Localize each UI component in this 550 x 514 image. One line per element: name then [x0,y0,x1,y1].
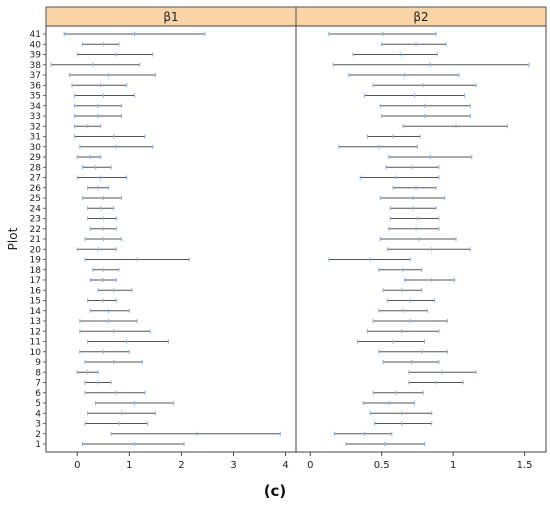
y-tick-label: 22 [30,225,41,235]
y-tick-label: 15 [30,297,41,307]
y-tick-label: 5 [35,399,41,409]
y-tick-label: 13 [30,317,41,327]
y-tick-label: 6 [35,389,41,399]
y-tick-label: 32 [30,122,41,132]
y-tick-label: 25 [30,194,41,204]
x-tick-label: 3 [230,460,236,471]
y-tick-label: 3 [35,420,41,430]
y-tick-label: 11 [30,338,41,348]
y-tick-label: 29 [30,153,42,163]
x-tick-label: 0 [74,460,80,471]
panel-title-1: β1 [163,10,178,24]
y-tick-label: 31 [30,133,41,143]
x-tick-label: 2 [178,460,184,471]
y-tick-label: 8 [35,368,41,378]
y-tick-label: 2 [35,430,41,440]
y-tick-label: 38 [30,61,42,71]
y-tick-label: 4 [35,409,41,419]
y-tick-label: 14 [30,307,42,317]
figure-caption: (c) [263,482,287,500]
y-tick-label: 12 [30,327,41,337]
y-tick-label: 10 [30,348,42,358]
y-tick-label: 26 [30,184,42,194]
y-tick-label: 35 [30,92,41,102]
y-tick-label: 17 [30,276,41,286]
x-tick-label: 1.5 [517,460,533,471]
x-tick-label: 4 [282,460,288,471]
y-tick-label: 36 [30,81,42,91]
x-tick-label: 1 [126,460,132,471]
x-tick-label: 0.5 [374,460,390,471]
panel-title-2: β2 [413,10,428,24]
y-tick-label: 33 [30,112,41,122]
y-tick-label: 21 [30,235,41,245]
y-tick-label: 27 [30,174,41,184]
y-tick-label: 23 [30,215,41,225]
interval-chart: β10 1 2 3 4123456789101112131415161718192021… [6,6,547,471]
y-tick-label: 7 [35,379,41,389]
x-tick-label: 1 [450,460,456,471]
y-tick-label: 34 [30,102,42,112]
y-tick-label: 9 [35,358,41,368]
y-tick-label: 18 [30,266,42,276]
y-tick-label: 28 [30,163,42,173]
y-axis-label: Plot [6,227,20,250]
y-tick-label: 40 [30,40,42,50]
y-tick-label: 39 [30,51,42,61]
y-tick-label: 37 [30,71,41,81]
y-tick-label: 19 [30,256,42,266]
y-tick-label: 30 [30,143,42,153]
x-tick-label: 0 [307,460,313,471]
y-tick-label: 20 [30,245,42,255]
y-tick-label: 16 [30,286,42,296]
y-tick-label: 24 [30,204,42,214]
y-tick-label: 41 [30,30,41,40]
y-tick-label: 1 [35,440,41,450]
panel-frame-2 [295,25,547,453]
panel-frame-1 [45,25,297,453]
